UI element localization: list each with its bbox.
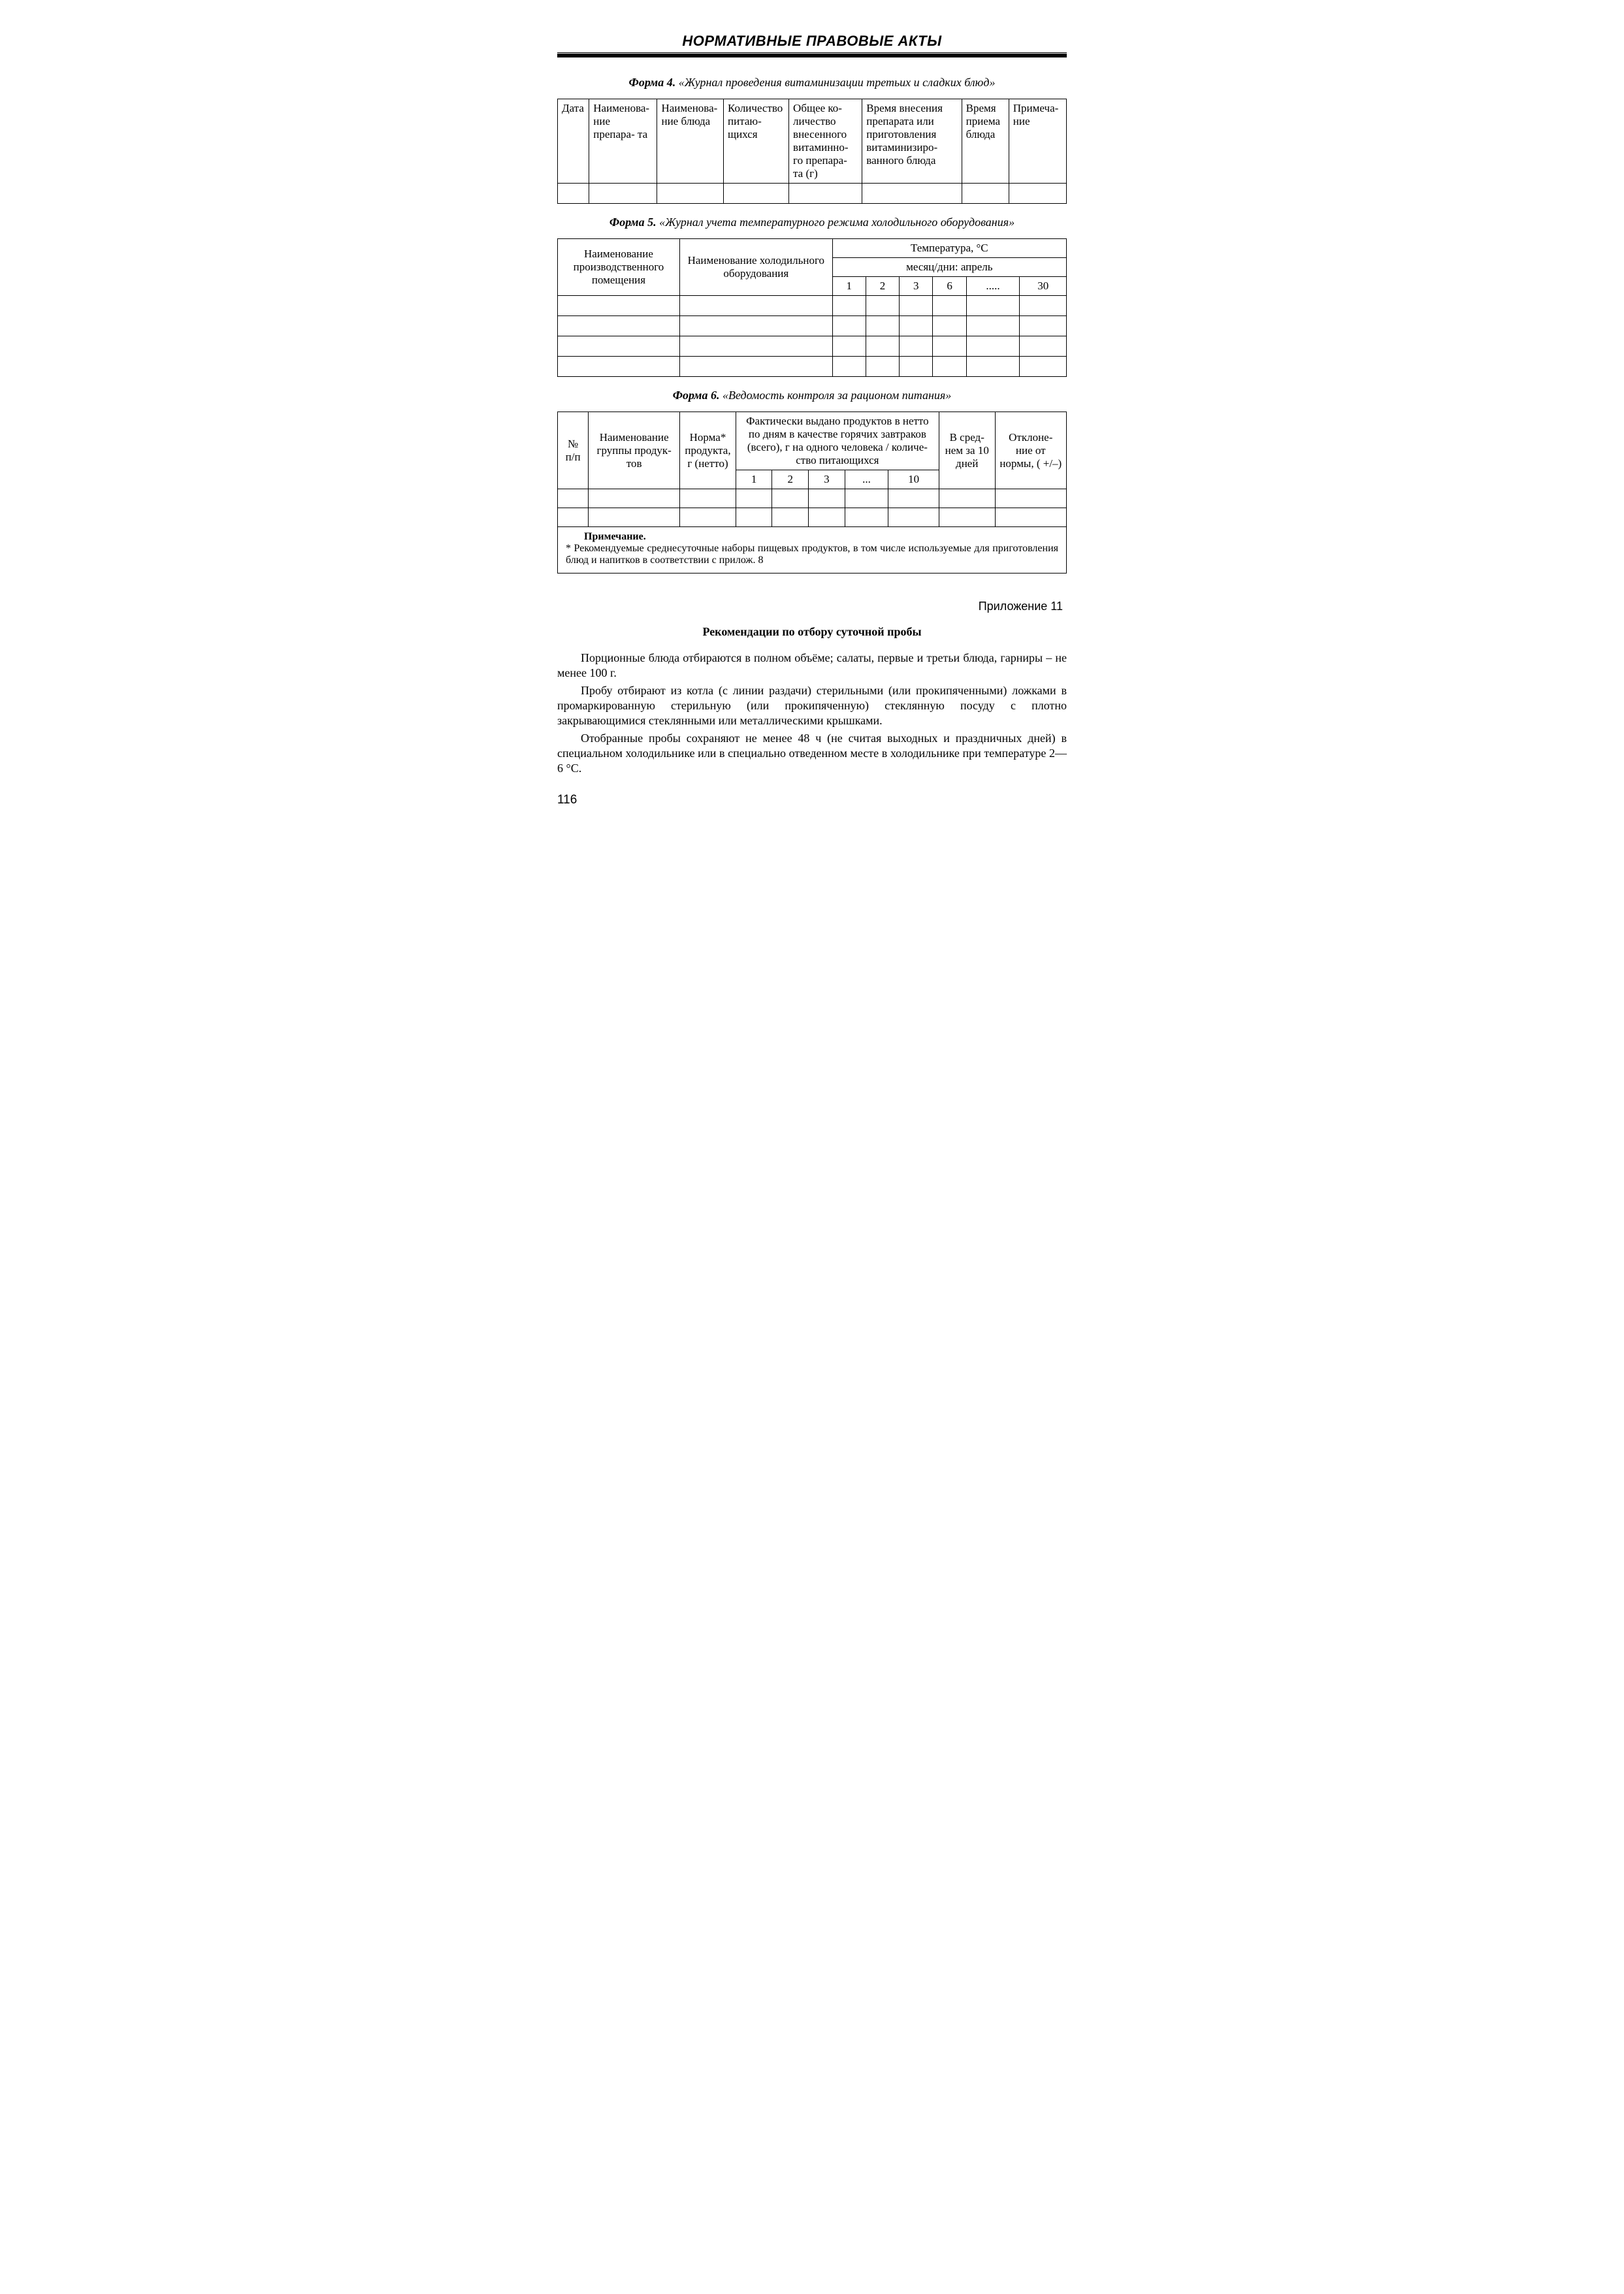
form5-name: «Журнал учета температурного режима холо… [659, 216, 1015, 229]
form4-name: «Журнал проведения витаминизации третьих… [679, 76, 996, 89]
form6-table: № п/п Наименование группы продук- тов Но… [558, 412, 1066, 527]
table-row [558, 508, 1066, 527]
form5-title: Форма 5. «Журнал учета температурного ре… [557, 216, 1067, 229]
form6-name: «Ведомость контроля за рационом питания» [723, 389, 951, 402]
f4-col-dish: Наименова- ние блюда [657, 99, 724, 184]
form6-label: Форма 6. [673, 389, 720, 402]
f4-col-date: Дата [558, 99, 589, 184]
f4-col-count: Количество питаю- щихся [724, 99, 789, 184]
table-row [558, 184, 1067, 204]
f5-col1: Наименование производственного помещения [558, 239, 680, 296]
f5-day: ..... [966, 277, 1020, 296]
f6-c1: № п/п [558, 412, 589, 489]
form6-container: № п/п Наименование группы продук- тов Но… [557, 412, 1067, 574]
form5-table: Наименование производственного помещения… [557, 238, 1067, 377]
f5-temp-header: Температура, °C [832, 239, 1066, 258]
header-rule [557, 52, 1067, 57]
f4-col-time1: Время внесения препарата или приготовлен… [862, 99, 962, 184]
f5-day: 6 [933, 277, 966, 296]
form4-title: Форма 4. «Журнал проведения витаминизаци… [557, 76, 1067, 89]
f6-c6: Отклоне- ние от нормы, ( +/–) [995, 412, 1066, 489]
paragraph: Порционные блюда отбираются в полном объ… [557, 651, 1067, 681]
note-text: * Рекомендуемые среднесуточные наборы пи… [566, 543, 1058, 566]
f4-col-note: Примеча- ние [1009, 99, 1066, 184]
f6-day: ... [845, 470, 888, 489]
f5-col2: Наименование холодильного оборудования [679, 239, 832, 296]
f5-day: 30 [1020, 277, 1067, 296]
paragraph: Отобранные пробы сохраняют не менее 48 ч… [557, 731, 1067, 776]
form5-label: Форма 5. [609, 216, 657, 229]
f6-c2: Наименование группы продук- тов [589, 412, 680, 489]
f6-c4: Фактически выдано продуктов в нетто по д… [736, 412, 939, 470]
page-header: НОРМАТИВНЫЕ ПРАВОВЫЕ АКТЫ [557, 33, 1067, 50]
table-row [558, 489, 1066, 508]
form4-label: Форма 4. [629, 76, 676, 89]
paragraph: Пробу отбирают из котла (с линии раздачи… [557, 683, 1067, 728]
f6-day: 2 [772, 470, 809, 489]
appendix-body: Порционные блюда отбираются в полном объ… [557, 651, 1067, 776]
table-row [558, 336, 1067, 357]
f4-col-time2: Время приема блюда [962, 99, 1009, 184]
f6-day: 1 [736, 470, 772, 489]
appendix-label: Приложение 11 [557, 600, 1063, 613]
f4-col-prep: Наименова- ние препара- та [589, 99, 657, 184]
f5-day: 3 [900, 277, 933, 296]
document-page: НОРМАТИВНЫЕ ПРАВОВЫЕ АКТЫ Форма 4. «Журн… [518, 0, 1106, 847]
f6-day: 3 [809, 470, 845, 489]
f5-day: 2 [866, 277, 899, 296]
f6-c3: Норма* продукта, г (нетто) [680, 412, 736, 489]
table-row [558, 357, 1067, 377]
table-row [558, 316, 1067, 336]
f6-c5: В сред- нем за 10 дней [939, 412, 995, 489]
appendix-title: Рекомендации по отбору суточной пробы [557, 625, 1067, 639]
f5-month-header: месяц/дни: апрель [832, 258, 1066, 277]
form4-table: Дата Наименова- ние препара- та Наименов… [557, 99, 1067, 204]
page-number: 116 [557, 793, 1067, 807]
form6-title: Форма 6. «Ведомость контроля за рационом… [557, 389, 1067, 402]
form6-note: Примечание. * Рекомендуемые среднесуточн… [558, 527, 1066, 573]
f4-col-total: Общее ко- личество внесенного витаминно-… [789, 99, 862, 184]
f6-day: 10 [888, 470, 939, 489]
f5-day: 1 [832, 277, 866, 296]
table-row [558, 296, 1067, 316]
note-label: Примечание. [584, 531, 646, 542]
